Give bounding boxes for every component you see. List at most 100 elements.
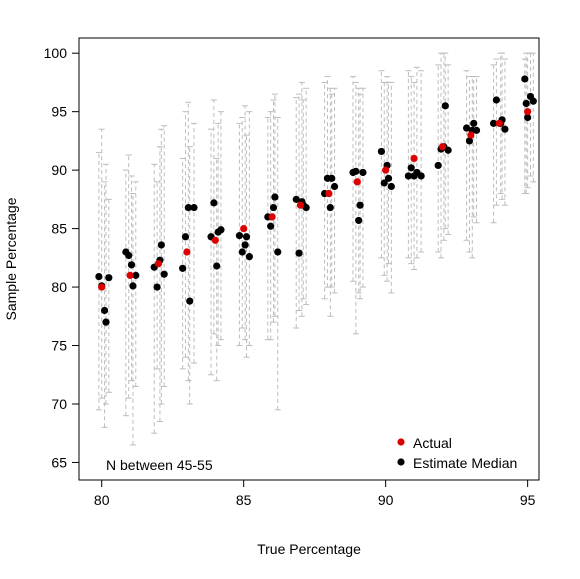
median-point xyxy=(105,274,113,282)
median-point xyxy=(267,222,275,230)
median-point xyxy=(157,241,165,249)
actual-point xyxy=(325,189,333,198)
y-tick-label: 85 xyxy=(51,221,67,237)
legend-median-marker xyxy=(397,458,405,466)
legend-actual-label: Actual xyxy=(413,435,452,451)
actual-point xyxy=(154,260,163,268)
x-tick-label: 95 xyxy=(520,492,536,508)
actual-point xyxy=(98,283,106,291)
median-point xyxy=(292,195,300,203)
actual-point xyxy=(126,271,134,279)
median-point xyxy=(242,233,251,241)
median-point xyxy=(326,203,334,212)
median-point xyxy=(492,96,501,104)
x-tick-label: 90 xyxy=(378,492,394,508)
actual-point xyxy=(467,131,475,139)
actual-point xyxy=(211,236,219,244)
median-point xyxy=(465,137,474,145)
actual-point xyxy=(524,108,532,116)
median-point xyxy=(160,270,168,278)
median-point xyxy=(213,262,221,270)
actual-point xyxy=(183,248,191,256)
legend: Actual Estimate Median xyxy=(397,435,517,471)
actual-point xyxy=(410,154,418,163)
y-tick-label: 75 xyxy=(51,338,67,354)
median-point xyxy=(238,248,246,256)
median-point xyxy=(132,271,140,279)
actual-point xyxy=(382,166,390,174)
median-point xyxy=(100,306,109,315)
x-tick-label: 85 xyxy=(236,492,252,508)
median-point xyxy=(129,282,137,290)
median-point xyxy=(245,253,253,261)
y-tick-label: 65 xyxy=(51,454,67,470)
y-axis: 65 70 75 80 85 90 95 100 xyxy=(44,45,79,470)
median-point xyxy=(434,161,442,170)
median-point xyxy=(470,119,478,127)
median-point xyxy=(501,125,509,133)
legend-actual-marker xyxy=(397,438,405,446)
legend-median-label: Estimate Median xyxy=(413,455,517,471)
median-point xyxy=(407,164,415,172)
median-point xyxy=(522,99,530,108)
median-point xyxy=(127,261,136,269)
median-point xyxy=(241,241,249,249)
median-point xyxy=(356,201,364,209)
interval-layer xyxy=(95,52,537,446)
median-point xyxy=(444,146,452,154)
median-point xyxy=(328,174,336,182)
median-point xyxy=(359,168,367,177)
x-tick-label: 80 xyxy=(94,492,110,508)
median-point xyxy=(384,174,393,182)
median-point xyxy=(125,251,133,260)
y-tick-label: 70 xyxy=(51,396,67,412)
median-point xyxy=(352,167,360,175)
median-point xyxy=(441,102,449,110)
median-point xyxy=(489,119,498,127)
x-axis-title: True Percentage xyxy=(257,541,361,557)
median-point xyxy=(387,182,395,191)
median-point xyxy=(179,264,187,272)
median-point xyxy=(95,272,103,281)
median-point xyxy=(271,193,279,201)
median-point xyxy=(190,203,198,212)
median-point xyxy=(377,147,386,156)
median-point xyxy=(472,126,481,134)
median-point xyxy=(235,232,244,240)
median-point xyxy=(269,203,278,212)
actual-point xyxy=(240,224,248,233)
median-point xyxy=(524,113,532,122)
median-point xyxy=(330,182,339,191)
median-point xyxy=(380,179,388,187)
median-point xyxy=(181,233,190,241)
median-point xyxy=(102,318,110,326)
median-point xyxy=(404,172,412,180)
median-point xyxy=(521,75,529,83)
median-point xyxy=(210,199,218,207)
median-point xyxy=(355,216,363,225)
actual-point xyxy=(353,178,361,186)
plot-frame xyxy=(78,37,540,481)
median-point xyxy=(274,248,282,256)
sample-size-annotation: N between 45-55 xyxy=(106,457,213,473)
actual-point xyxy=(495,119,503,127)
y-tick-label: 100 xyxy=(44,45,68,61)
actual-point xyxy=(296,201,305,209)
median-point xyxy=(302,203,310,212)
median-point xyxy=(295,249,303,257)
y-tick-label: 80 xyxy=(51,279,67,295)
y-axis-title: Sample Percentage xyxy=(3,197,19,320)
point-layer xyxy=(95,75,537,326)
y-tick-label: 95 xyxy=(51,104,67,120)
median-point xyxy=(462,124,471,132)
median-point xyxy=(217,226,225,234)
median-point xyxy=(186,297,194,305)
median-point xyxy=(153,283,161,291)
y-tick-label: 90 xyxy=(51,162,67,178)
actual-point xyxy=(438,143,447,151)
median-point xyxy=(529,97,537,105)
median-point xyxy=(417,172,425,180)
x-axis: 80 85 90 95 xyxy=(94,480,536,508)
